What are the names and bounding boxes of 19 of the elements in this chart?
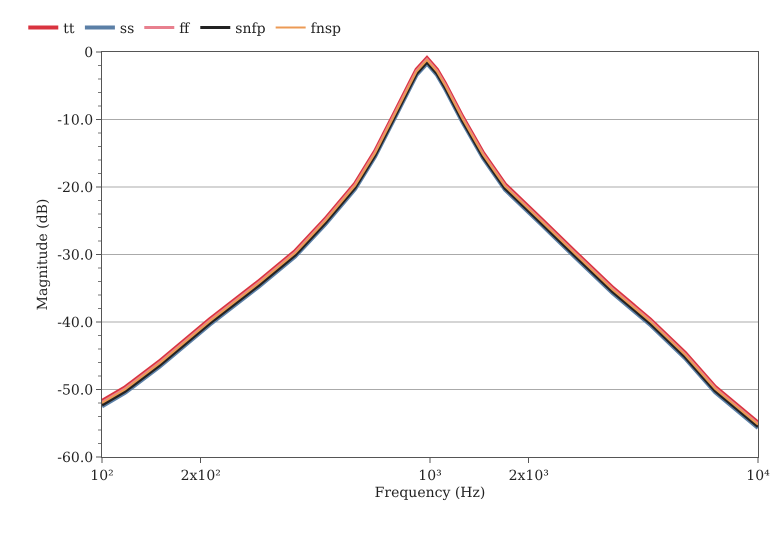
x-tick-label: 2x10³ (508, 468, 549, 484)
legend-label: ss (120, 20, 134, 37)
x-tick-label: 2x10² (180, 468, 221, 484)
y-tick-label: -50.0 (57, 382, 94, 398)
x-tick-label: 10⁴ (746, 468, 770, 484)
legend-label: ff (179, 20, 190, 37)
y-tick-label: -30.0 (57, 247, 94, 264)
x-tick-label: 10³ (418, 468, 442, 484)
legend-label: fnsp (310, 20, 342, 37)
legend-label: tt (63, 20, 75, 37)
y-tick-label: -60.0 (57, 450, 94, 466)
y-axis-title: Magnitude (dB) (34, 198, 51, 310)
x-tick-label: 10² (90, 468, 114, 484)
x-axis-title: Frequency (Hz) (374, 485, 486, 502)
legend-label: snfp (235, 20, 266, 37)
y-tick-label: -20.0 (57, 180, 94, 196)
y-tick-label: -10.0 (57, 112, 94, 128)
y-tick-label: -40.0 (57, 314, 94, 331)
y-tick-label: 0 (84, 44, 94, 61)
